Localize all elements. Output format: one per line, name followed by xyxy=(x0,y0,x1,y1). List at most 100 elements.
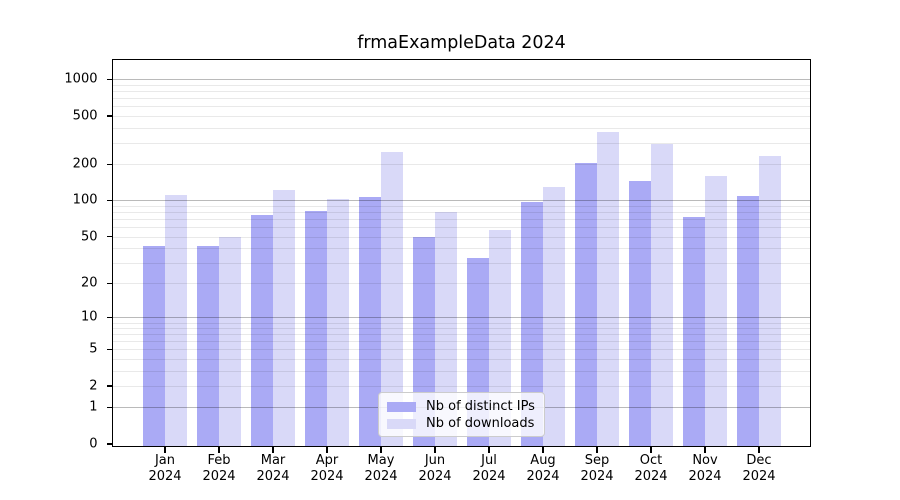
legend-row-distinct-ips: Nb of distinct IPs xyxy=(387,398,536,415)
bar-downloads-aug xyxy=(543,187,565,446)
x-tick-label-nov: Nov 2024 xyxy=(688,453,722,484)
bar-distinct-ips-jan xyxy=(143,245,165,446)
bar-downloads-nov xyxy=(705,175,727,446)
x-tick-mark-may xyxy=(380,446,382,453)
x-tick-mark-aug xyxy=(542,446,544,453)
legend-swatch-downloads xyxy=(387,418,416,429)
bar-downloads-jul xyxy=(489,229,511,446)
gridline-900 xyxy=(113,85,810,86)
x-tick-label-apr: Apr 2024 xyxy=(310,453,344,484)
x-tick-label-jul: Jul 2024 xyxy=(472,453,506,484)
gridline-4 xyxy=(113,359,810,361)
chart-title: frmaExampleData 2024 xyxy=(357,33,566,53)
y-tick-mark-2 xyxy=(106,385,113,387)
gridline-30 xyxy=(113,262,810,264)
x-tick-mark-jan xyxy=(164,446,166,453)
bar-downloads-sep xyxy=(597,131,619,446)
x-tick-mark-feb xyxy=(218,446,220,453)
gridline-400 xyxy=(113,127,810,129)
y-tick-mark-20 xyxy=(106,282,113,284)
gridline-6 xyxy=(113,341,810,343)
y-tick-label-50: 50 xyxy=(80,229,98,245)
bar-downloads-feb xyxy=(219,236,241,446)
y-tick-label-200: 200 xyxy=(72,156,98,172)
gridline-800 xyxy=(113,91,810,93)
x-tick-mark-jul xyxy=(488,446,490,453)
y-tick-label-1000: 1000 xyxy=(64,71,98,87)
y-tick-label-100: 100 xyxy=(72,192,98,208)
x-tick-mark-jun xyxy=(434,446,436,453)
y-tick-mark-500 xyxy=(106,115,113,117)
x-tick-label-feb: Feb 2024 xyxy=(202,453,236,484)
gridline-600 xyxy=(113,106,810,108)
bar-downloads-may xyxy=(381,152,403,446)
bar-distinct-ips-sep xyxy=(575,163,597,446)
bar-distinct-ips-may xyxy=(359,196,381,446)
legend-label-downloads: Nb of downloads xyxy=(426,416,535,431)
legend: Nb of distinct IPs Nb of downloads xyxy=(378,392,545,437)
gridline-5 xyxy=(113,349,810,351)
gridline-50 xyxy=(113,236,810,238)
gridline-20 xyxy=(113,283,810,285)
gridline-60 xyxy=(113,227,810,229)
gridline-2 xyxy=(113,386,810,388)
x-tick-mark-sep xyxy=(596,446,598,453)
y-tick-mark-0 xyxy=(106,443,113,445)
x-tick-mark-oct xyxy=(650,446,652,453)
bar-downloads-jan xyxy=(165,194,187,446)
gridline-1000 xyxy=(113,79,810,81)
gridline-80 xyxy=(113,212,810,214)
bar-downloads-jun xyxy=(435,212,457,446)
x-tick-mark-dec xyxy=(758,446,760,453)
y-tick-mark-10 xyxy=(106,316,113,319)
x-tick-label-oct: Oct 2024 xyxy=(634,453,668,484)
bar-distinct-ips-nov xyxy=(683,216,705,446)
y-tick-label-5: 5 xyxy=(89,341,98,357)
bar-distinct-ips-oct xyxy=(629,181,651,446)
bar-distinct-ips-feb xyxy=(197,245,219,446)
gridline-9 xyxy=(113,322,810,324)
gridline-200 xyxy=(113,164,810,166)
gridline-3 xyxy=(113,370,810,372)
x-tick-mark-nov xyxy=(704,446,706,453)
x-tick-label-sep: Sep 2024 xyxy=(580,453,614,484)
x-tick-label-mar: Mar 2024 xyxy=(256,453,290,484)
y-tick-label-1: 1 xyxy=(89,399,98,415)
gridline-100 xyxy=(113,200,810,202)
y-tick-mark-100 xyxy=(106,199,113,202)
x-tick-label-may: May 2024 xyxy=(364,453,398,484)
gridline-300 xyxy=(113,142,810,144)
y-tick-mark-200 xyxy=(106,163,113,165)
gridline-700 xyxy=(113,98,810,100)
y-tick-mark-5 xyxy=(106,348,113,351)
bar-distinct-ips-mar xyxy=(251,214,273,446)
y-tick-label-500: 500 xyxy=(72,108,98,124)
bar-downloads-mar xyxy=(273,190,295,446)
y-tick-mark-1 xyxy=(106,406,113,409)
bar-downloads-apr xyxy=(327,198,349,446)
y-tick-mark-1000 xyxy=(106,78,113,81)
gridline-500 xyxy=(113,115,810,117)
x-tick-label-jan: Jan 2024 xyxy=(148,453,182,484)
legend-label-distinct-ips: Nb of distinct IPs xyxy=(426,399,535,414)
x-tick-mark-mar xyxy=(272,446,274,453)
gridline-8 xyxy=(113,328,810,330)
y-tick-mark-50 xyxy=(106,235,113,238)
x-tick-mark-apr xyxy=(326,446,328,453)
y-tick-label-20: 20 xyxy=(80,275,98,291)
gridline-7 xyxy=(113,334,810,336)
x-tick-label-dec: Dec 2024 xyxy=(742,453,776,484)
x-tick-label-jun: Jun 2024 xyxy=(418,453,452,484)
bar-downloads-oct xyxy=(651,143,673,446)
bar-distinct-ips-dec xyxy=(737,195,759,446)
gridline-40 xyxy=(113,248,810,250)
y-tick-label-0: 0 xyxy=(89,436,98,452)
bar-distinct-ips-apr xyxy=(305,210,327,446)
y-tick-label-10: 10 xyxy=(80,309,98,325)
gridline-70 xyxy=(113,219,810,221)
x-tick-label-aug: Aug 2024 xyxy=(526,453,560,484)
gridline-90 xyxy=(113,205,810,207)
bar-distinct-ips-aug xyxy=(521,202,543,446)
legend-row-downloads: Nb of downloads xyxy=(387,415,536,432)
